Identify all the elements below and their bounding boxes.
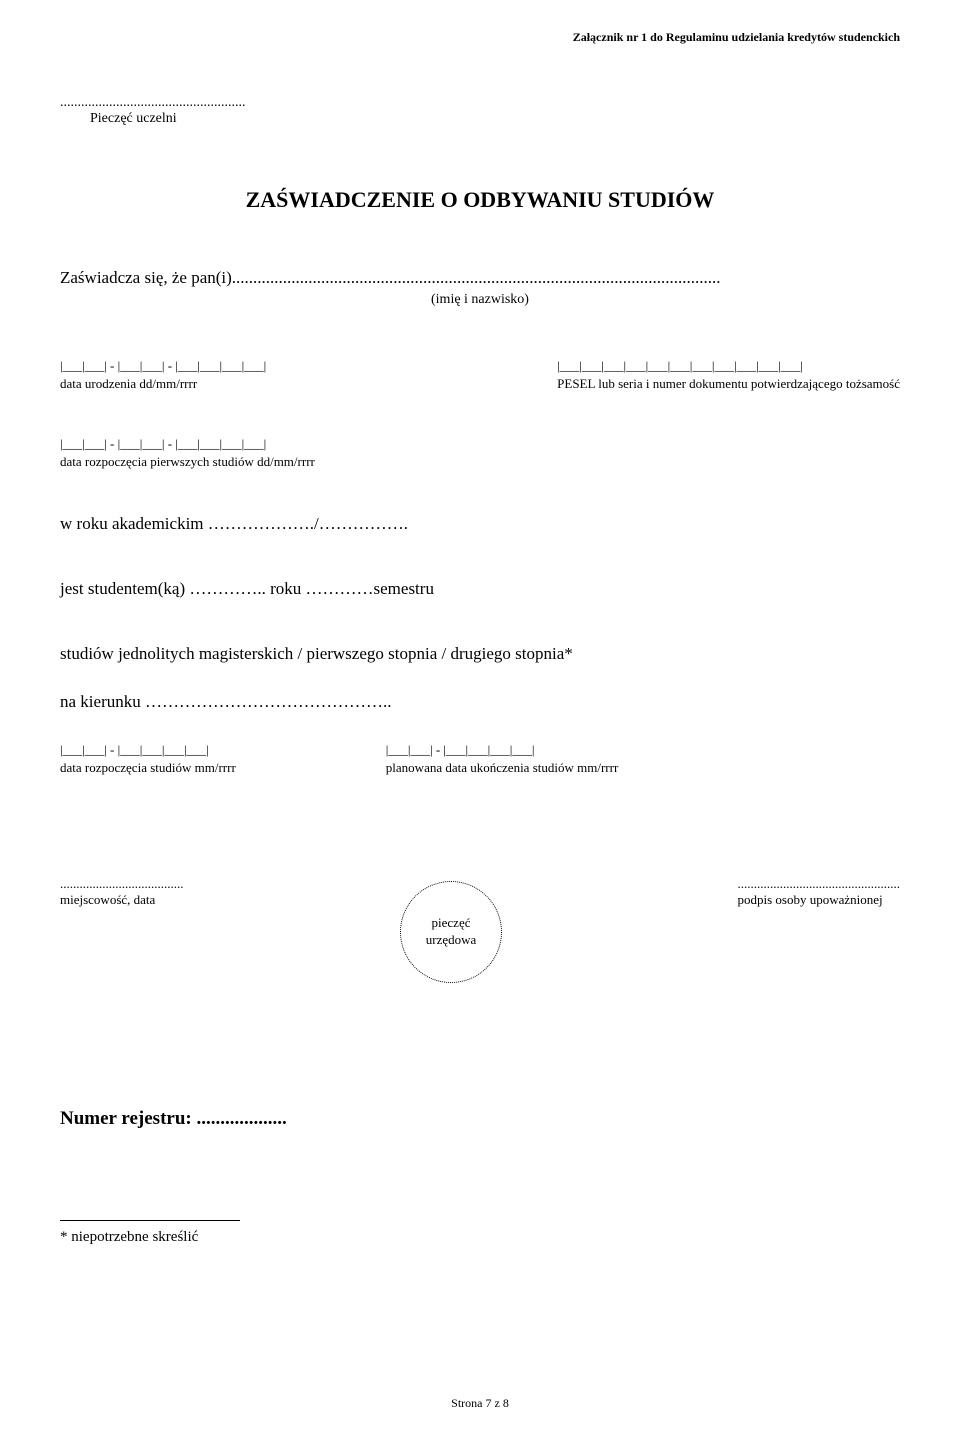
pesel-cells: |___|___|___|___|___|___|___|___|___|___… bbox=[557, 358, 900, 374]
first-start-label: data rozpoczęcia pierwszych studiów dd/m… bbox=[60, 454, 900, 470]
seal-circle: pieczęć urzędowa bbox=[400, 881, 502, 983]
certifies-line: Zaświadcza się, że pan(i)...............… bbox=[60, 268, 900, 288]
first-start-group: |___|___| - |___|___| - |___|___|___|___… bbox=[60, 436, 900, 469]
end-date-label: planowana data ukończenia studiów mm/rrr… bbox=[386, 760, 618, 776]
registry-number: Numer rejestru: ................... bbox=[60, 1108, 900, 1130]
stamp-dots: ........................................… bbox=[60, 95, 900, 111]
pesel-label: PESEL lub seria i numer dokumentu potwie… bbox=[557, 376, 900, 392]
header-attachment: Załącznik nr 1 do Regulaminu udzielania … bbox=[60, 30, 900, 45]
first-start-row: |___|___| - |___|___| - |___|___|___|___… bbox=[60, 436, 900, 469]
page-footer: Strona 7 z 8 bbox=[0, 1396, 960, 1411]
end-date-group: |___|___| - |___|___|___|___| planowana … bbox=[386, 742, 618, 775]
name-label: (imię i nazwisko) bbox=[60, 292, 900, 308]
start-date-label: data rozpoczęcia studiów mm/rrrr bbox=[60, 760, 236, 776]
signature-dots: ........................................… bbox=[738, 876, 901, 892]
start-date-cells: |___|___| - |___|___|___|___| bbox=[60, 742, 236, 758]
study-type-line: studiów jednolitych magisterskich / pier… bbox=[60, 644, 900, 664]
dates-row: |___|___| - |___|___|___|___| data rozpo… bbox=[60, 742, 900, 775]
end-date-cells: |___|___| - |___|___|___|___| bbox=[386, 742, 618, 758]
field-of-study-line: na kierunku …………………………………….. bbox=[60, 692, 900, 712]
student-line: jest studentem(ką) ………….. roku …………semes… bbox=[60, 579, 900, 599]
place-dots: ...................................... bbox=[60, 876, 184, 892]
pesel-group: |___|___|___|___|___|___|___|___|___|___… bbox=[557, 358, 900, 391]
seal-text: pieczęć urzędowa bbox=[426, 915, 477, 949]
place-label: miejscowość, data bbox=[60, 892, 184, 908]
birth-date-cells: |___|___| - |___|___| - |___|___|___|___… bbox=[60, 358, 266, 374]
academic-year-line: w roku akademickim ………………./……………. bbox=[60, 514, 900, 534]
stamp-label: Pieczęć uczelni bbox=[90, 111, 900, 127]
signature-row: ...................................... m… bbox=[60, 876, 900, 908]
first-start-cells: |___|___| - |___|___| - |___|___|___|___… bbox=[60, 436, 900, 452]
birth-date-label: data urodzenia dd/mm/rrrr bbox=[60, 376, 266, 392]
place-date-block: ...................................... m… bbox=[60, 876, 184, 908]
birth-date-group: |___|___| - |___|___| - |___|___|___|___… bbox=[60, 358, 266, 391]
footnote-rule bbox=[60, 1220, 240, 1221]
signature-label: podpis osoby upoważnionej bbox=[738, 892, 901, 908]
page-title: ZAŚWIADCZENIE O ODBYWANIU STUDIÓW bbox=[60, 187, 900, 213]
page-container: Załącznik nr 1 do Regulaminu udzielania … bbox=[0, 0, 960, 1431]
signature-block: ........................................… bbox=[738, 876, 901, 908]
footnote: * niepotrzebne skreślić bbox=[60, 1229, 900, 1246]
start-date-group: |___|___| - |___|___|___|___| data rozpo… bbox=[60, 742, 236, 775]
birth-pesel-row: |___|___| - |___|___| - |___|___|___|___… bbox=[60, 358, 900, 391]
